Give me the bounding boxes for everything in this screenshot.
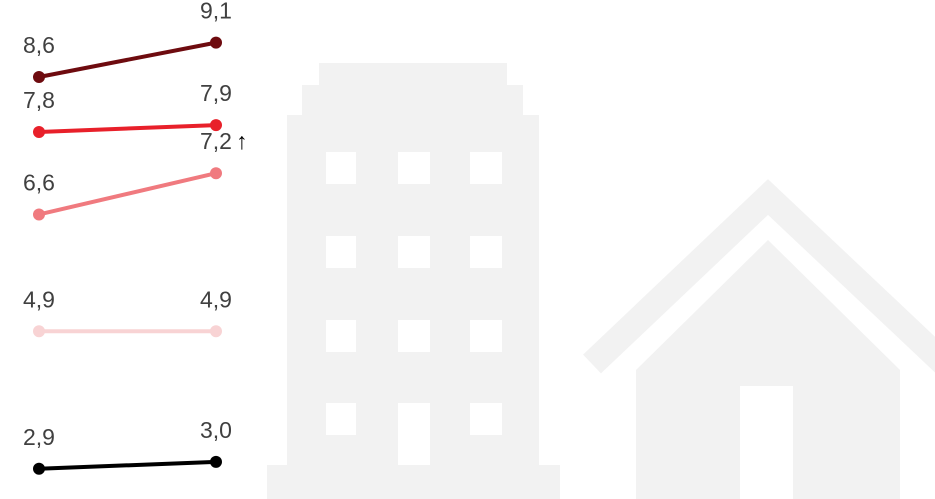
slope-line xyxy=(38,123,217,134)
point xyxy=(33,125,45,138)
point xyxy=(33,462,45,475)
value-label: 9,1 xyxy=(200,0,232,24)
point xyxy=(210,119,222,132)
point xyxy=(210,36,222,49)
value-label: 3,0 xyxy=(200,417,232,443)
value-label: 7,2 xyxy=(200,128,232,154)
point xyxy=(33,208,45,221)
point xyxy=(210,455,222,468)
point xyxy=(210,167,222,180)
value-label: 7,8 xyxy=(23,87,55,113)
slope-line xyxy=(38,459,217,471)
value-label: 4,9 xyxy=(200,286,232,312)
background-icons xyxy=(267,63,935,499)
value-label: 4,9 xyxy=(23,286,55,312)
annotation: ↑ xyxy=(236,128,248,154)
value-label: 8,6 xyxy=(23,32,55,58)
value-label: 7,9 xyxy=(200,80,232,106)
point xyxy=(210,325,222,338)
point xyxy=(33,325,45,338)
value-label: 6,6 xyxy=(23,169,55,195)
slope-line xyxy=(38,40,217,79)
value-label: 2,9 xyxy=(23,424,55,450)
slope-line xyxy=(38,171,217,217)
point xyxy=(33,70,45,83)
